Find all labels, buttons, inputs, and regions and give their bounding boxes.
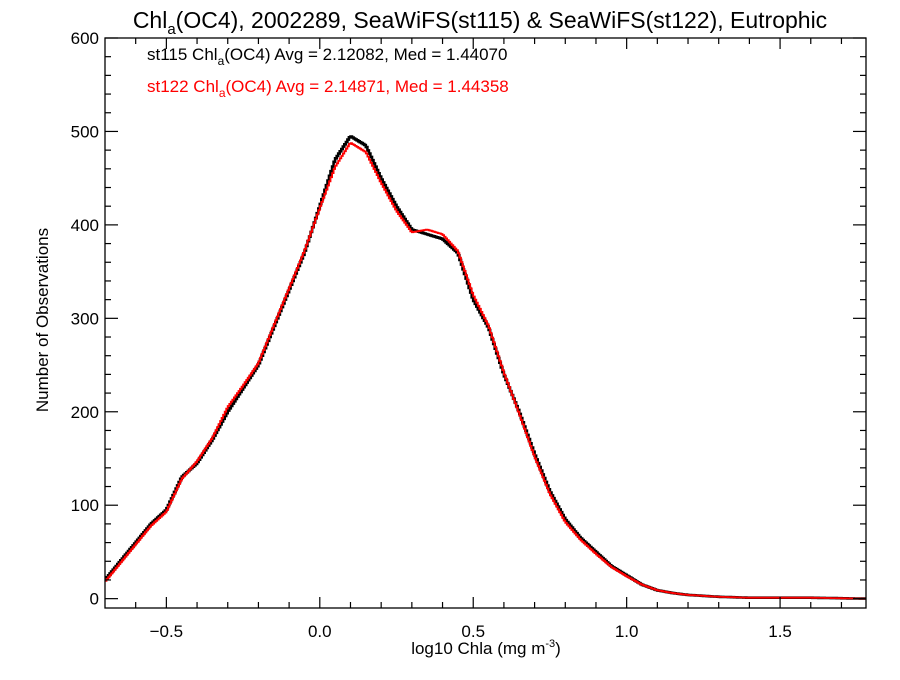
x-axis-label: log10 Chla (mg m-3) <box>411 638 561 658</box>
series-layer <box>105 135 866 600</box>
y-tick-label: 0 <box>90 590 99 609</box>
x-tick-label: −0.5 <box>150 622 184 641</box>
y-axis-label: Number of Observations <box>33 228 52 412</box>
y-tick-label: 100 <box>71 496 99 515</box>
y-tick-label: 600 <box>71 29 99 48</box>
plot-frame <box>104 37 867 609</box>
y-tick-label: 200 <box>71 403 99 422</box>
x-tick-label: 0.5 <box>461 622 485 641</box>
axes-layer: −0.5 0.0 0.5 1.0 1.5 0 100 200 300 400 500 600 <box>71 29 867 641</box>
y-tick-label: 400 <box>71 216 99 235</box>
legend-entry-st122: st122 Chla(OC4) Avg = 2.14871, Med = 1.4… <box>147 77 509 100</box>
x-tick-label: 1.0 <box>615 622 639 641</box>
histogram-series-1 <box>105 135 866 600</box>
y-tick-label: 500 <box>71 122 99 141</box>
x-tick-label: 1.5 <box>768 622 792 641</box>
legend-entry-st115: st115 Chla(OC4) Avg = 2.12082, Med = 1.4… <box>147 45 507 68</box>
histogram-series-2 <box>105 142 866 600</box>
chart-title: Chla(OC4), 2002289, SeaWiFS(st115) & Sea… <box>133 7 827 38</box>
x-tick-label: 0.0 <box>308 622 332 641</box>
y-tick-label: 300 <box>71 309 99 328</box>
